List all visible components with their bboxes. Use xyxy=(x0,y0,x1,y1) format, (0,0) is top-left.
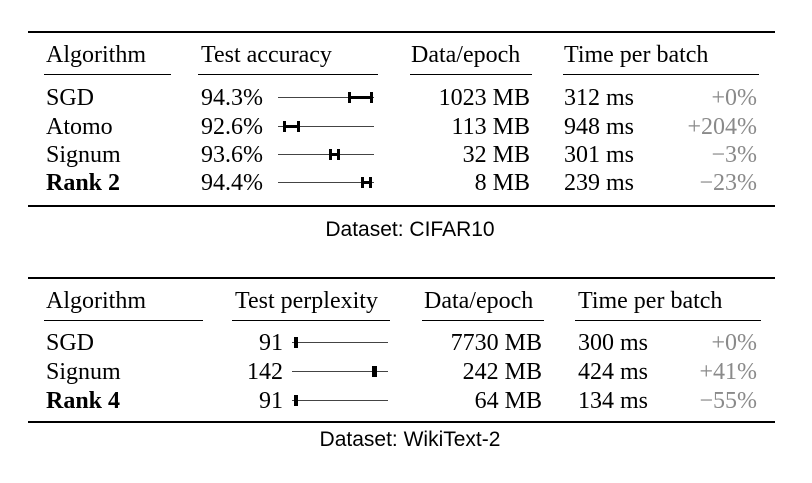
table2-row2-metric-track xyxy=(292,371,388,372)
table1-row4-metric: 94.4% xyxy=(201,170,263,196)
table1-row3-data: 32 MB xyxy=(462,142,530,168)
table2-row1-algorithm: SGD xyxy=(46,330,95,356)
table1-row3-algorithm: Signum xyxy=(46,142,121,168)
table2-header-underline-metric xyxy=(232,320,390,321)
table1-row3-delta: −3% xyxy=(711,142,757,168)
table2-header-underline-time xyxy=(575,320,761,321)
table1-header-underline-data xyxy=(410,74,532,75)
table2-row1-metric: 91 xyxy=(259,330,283,356)
table1-row1-metric: 94.3% xyxy=(201,85,263,111)
table1-row2-time: 948 ms xyxy=(564,114,635,140)
table1-row1-time: 312 ms xyxy=(564,85,635,111)
table2-row1-delta: +0% xyxy=(711,330,757,356)
table1-row1-delta: +0% xyxy=(711,85,757,111)
table1-caption: Dataset: CIFAR10 xyxy=(325,218,495,241)
table1-header-metric: Test accuracy xyxy=(201,42,332,68)
table1-row2-algorithm: Atomo xyxy=(46,114,113,140)
table2-caption: Dataset: WikiText-2 xyxy=(319,428,501,451)
table2-row3-data: 64 MB xyxy=(474,388,542,414)
table2-row1-data: 7730 MB xyxy=(450,330,542,356)
table1-bottom-rule xyxy=(28,205,775,207)
table1-row1-data: 1023 MB xyxy=(438,85,530,111)
table2-header-metric: Test perplexity xyxy=(235,288,378,314)
table1-row2-metric-track xyxy=(278,126,374,127)
table1-header-underline-algorithm xyxy=(44,74,171,75)
table1-row4-delta: −23% xyxy=(699,170,757,196)
table1-row4-algorithm: Rank 2 xyxy=(46,170,121,196)
table2-bottom-rule xyxy=(28,421,775,423)
table2-row3-metric-track xyxy=(292,400,388,401)
table2-row3-time: 134 ms xyxy=(578,388,649,414)
table1-row1-errorbar xyxy=(348,92,373,103)
table1-row4-metric-track xyxy=(278,182,374,183)
table2-row3-algorithm: Rank 4 xyxy=(46,388,121,414)
table2-header-underline-algorithm xyxy=(44,320,203,321)
table1-row2-delta: +204% xyxy=(687,114,757,140)
table1-row1-metric-track xyxy=(278,97,374,98)
table1-row2-data: 113 MB xyxy=(451,114,530,140)
table2-top-rule xyxy=(28,277,775,279)
table2-row2-metric: 142 xyxy=(247,359,283,385)
table2-row2-delta: +41% xyxy=(699,359,757,385)
table1-row3-metric-track xyxy=(278,154,374,155)
table2-header-underline-data xyxy=(422,320,544,321)
table2-row2-errorbar xyxy=(372,366,377,377)
table2-row1-time: 300 ms xyxy=(578,330,649,356)
table2-row2-data: 242 MB xyxy=(462,359,542,385)
table1-header-data: Data/epoch xyxy=(411,42,521,68)
table2-header-algorithm: Algorithm xyxy=(46,288,146,314)
table1-header-underline-metric xyxy=(198,74,378,75)
table1-row3-errorbar xyxy=(329,149,340,160)
table1-row2-metric: 92.6% xyxy=(201,114,263,140)
table1-row4-errorbar xyxy=(361,177,372,188)
table1-header-underline-time xyxy=(563,74,759,75)
table1-row1-algorithm: SGD xyxy=(46,85,95,111)
table2-row2-algorithm: Signum xyxy=(46,359,121,385)
table1-row4-time: 239 ms xyxy=(564,170,635,196)
table2-row3-delta: −55% xyxy=(699,388,757,414)
table1-row2-errorbar xyxy=(283,121,300,132)
table2-row3-metric: 91 xyxy=(259,388,283,414)
table1-header-algorithm: Algorithm xyxy=(46,42,146,68)
table2-row1-errorbar xyxy=(294,337,298,348)
table1-header-time: Time per batch xyxy=(564,42,709,68)
table1-top-rule xyxy=(28,31,775,33)
table1-row3-metric: 93.6% xyxy=(201,142,263,168)
table2-row1-metric-track xyxy=(292,342,388,343)
table2-header-time: Time per batch xyxy=(578,288,723,314)
table2-header-data: Data/epoch xyxy=(424,288,534,314)
table2-row3-errorbar xyxy=(294,395,298,406)
table1-row4-data: 8 MB xyxy=(474,170,530,196)
table2-row2-time: 424 ms xyxy=(578,359,649,385)
table1-row3-time: 301 ms xyxy=(564,142,635,168)
